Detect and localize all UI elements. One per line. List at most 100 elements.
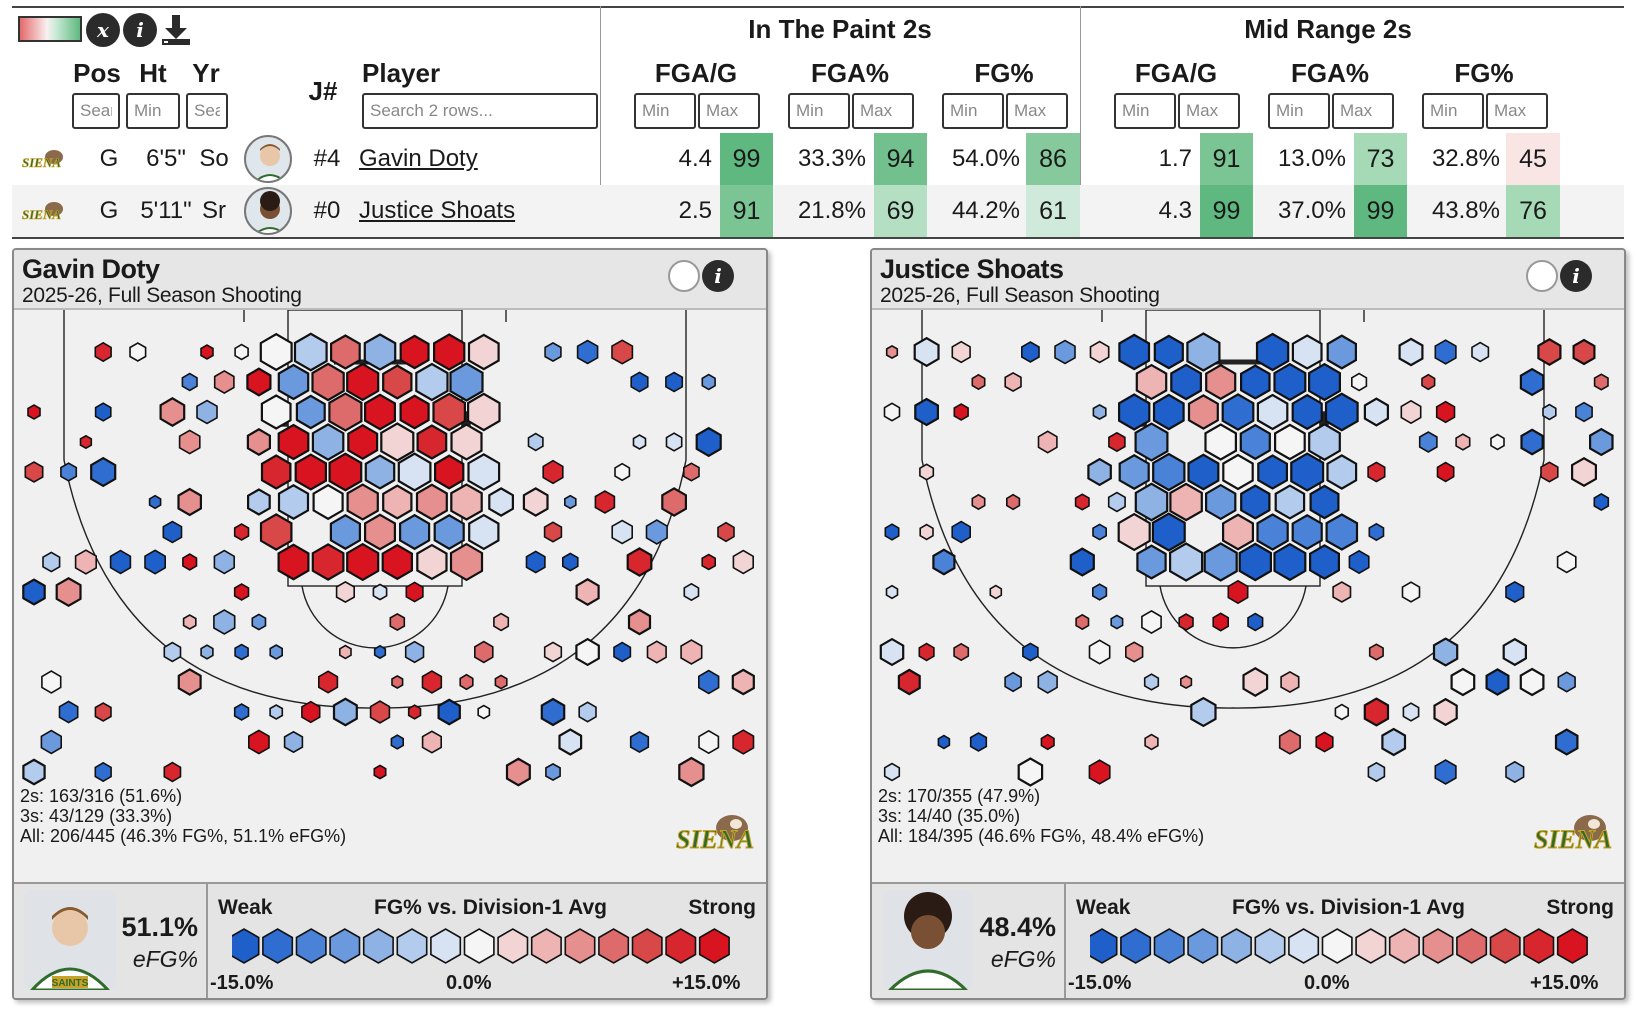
card-info-icon[interactable]: i <box>1560 260 1592 292</box>
paint-fga-pct-max-input[interactable] <box>852 93 914 129</box>
col-header-mid-fga-g[interactable]: FGA/G <box>1134 58 1218 88</box>
card-header: Gavin Doty 2025-26, Full Season Shooting… <box>14 250 766 310</box>
card-toggle-circle[interactable] <box>668 260 700 292</box>
table-row[interactable]: SIENA G 5'11" Sr #0 Justice Shoats 2.5 9… <box>12 185 1624 237</box>
card-info-icon[interactable]: i <box>702 260 734 292</box>
mid-fga-pct-max-input[interactable] <box>1332 93 1394 129</box>
shot-hex <box>1170 363 1202 401</box>
col-header-paint-fg-pct[interactable]: FG% <box>974 58 1034 88</box>
shot-hex <box>433 514 465 550</box>
shot-hex <box>989 584 1003 600</box>
shot-hex <box>1519 367 1545 397</box>
paint-fga-pct-min-input[interactable] <box>788 93 850 129</box>
download-icon[interactable] <box>160 13 192 47</box>
shot-hex <box>1179 674 1193 690</box>
shot-hex <box>594 490 616 514</box>
paint-fga-g-max-input[interactable] <box>698 93 760 129</box>
shot-hex <box>1432 637 1459 667</box>
shot-hex <box>1315 731 1334 753</box>
shot-hex <box>329 514 361 550</box>
shot-hex <box>163 761 182 783</box>
shot-hex <box>233 583 250 601</box>
group-divider <box>1080 6 1081 238</box>
shot-hex <box>1471 341 1490 363</box>
col-header-ht[interactable]: Ht <box>139 58 167 88</box>
paint-fg-pct-min-input[interactable] <box>942 93 1004 129</box>
player-height: 6'5" <box>146 145 186 172</box>
mid-fga-g-max-input[interactable] <box>1178 93 1240 129</box>
col-header-yr[interactable]: Yr <box>192 58 220 88</box>
col-header-mid-fga-pct[interactable]: FGA% <box>1291 58 1369 88</box>
col-header-pos[interactable]: Pos <box>73 58 121 88</box>
stats-all: All: 184/395 (46.6% FG%, 48.4% eFG%) <box>878 826 1205 846</box>
shot-hex <box>1350 372 1368 392</box>
shot-hex <box>883 402 901 422</box>
scale-swatch-hex <box>631 928 663 964</box>
shot-hex <box>181 372 198 392</box>
shot-hex <box>162 520 183 544</box>
col-header-mid-fg-pct[interactable]: FG% <box>1454 58 1514 88</box>
shot-hex <box>335 580 356 604</box>
shot-hex <box>405 581 424 603</box>
shot-hex <box>542 459 564 485</box>
ht-min-input[interactable] <box>126 93 180 129</box>
shot-hex <box>1186 332 1221 372</box>
paint-fg-pct-max-input[interactable] <box>1006 93 1068 129</box>
shot-hex <box>90 456 117 488</box>
table-row[interactable]: SIENA G 6'5" So #4 Gavin Doty 4.4 99 33.… <box>12 133 1624 185</box>
pos-filter-input[interactable] <box>72 93 120 129</box>
scale-mid-label: 0.0% <box>446 972 492 994</box>
col-header-paint-fga-pct[interactable]: FGA% <box>811 58 889 88</box>
col-header-player[interactable]: Player <box>362 58 441 88</box>
shot-hex <box>1187 394 1219 430</box>
shot-hex <box>277 423 310 461</box>
color-legend-swatch[interactable] <box>18 16 82 42</box>
yr-filter-input[interactable] <box>186 93 228 129</box>
shot-hex <box>575 637 600 667</box>
shot-hex <box>450 423 483 461</box>
paint-fga-g-min-input[interactable] <box>634 93 696 129</box>
shot-hex <box>1575 401 1593 423</box>
shot-hex <box>1490 433 1505 451</box>
col-header-jersey[interactable]: J# <box>308 76 338 106</box>
shot-hex <box>1520 428 1544 456</box>
player-name-link[interactable]: Justice Shoats <box>359 197 516 224</box>
efg-value: 48.4% <box>979 912 1056 942</box>
shot-hex <box>1222 453 1254 491</box>
mid-fg-pct-min-input[interactable] <box>1422 93 1484 129</box>
shot-hex <box>1187 453 1220 491</box>
paint-fga-pct-value: 21.8% <box>797 197 866 224</box>
shot-hex <box>363 333 397 371</box>
shot-hex <box>1436 461 1455 483</box>
shot-hex <box>346 542 380 582</box>
x-formula-icon[interactable]: x <box>86 13 120 47</box>
shot-hex <box>576 339 599 365</box>
mid-fg-pct-max-input[interactable] <box>1486 93 1548 129</box>
mid-fga-g-min-input[interactable] <box>1114 93 1176 129</box>
shot-hex <box>467 453 501 491</box>
mid-fga-g-value: 4.3 <box>1158 197 1192 224</box>
shot-hex <box>277 363 310 401</box>
shot-hex <box>1006 493 1021 511</box>
card-toggle-circle[interactable] <box>1526 260 1558 292</box>
shot-hex <box>1367 461 1386 483</box>
shot-hex <box>301 700 321 724</box>
card-subtitle: 2025-26, Full Season Shooting <box>880 284 1160 307</box>
shot-hex <box>1593 373 1609 391</box>
shot-hex <box>951 520 971 544</box>
fg-color-scale <box>232 928 730 964</box>
shot-hex <box>200 344 214 360</box>
shot-hex <box>1054 339 1076 365</box>
mid-fga-pct-min-input[interactable] <box>1268 93 1330 129</box>
player-headshot: SAINTS <box>24 890 116 990</box>
shot-hex <box>1212 612 1230 632</box>
player-name-link[interactable]: Gavin Doty <box>359 145 478 172</box>
paint-fga-pct-value: 33.3% <box>797 145 866 172</box>
shot-hex <box>680 639 703 665</box>
col-header-paint-fga-g[interactable]: FGA/G <box>654 58 738 88</box>
scale-title: FG% vs. Division-1 Avg <box>374 896 607 919</box>
info-icon[interactable]: i <box>123 13 157 47</box>
shot-hex <box>269 644 284 660</box>
shot-hex <box>311 423 345 461</box>
player-search-input[interactable] <box>362 93 598 129</box>
